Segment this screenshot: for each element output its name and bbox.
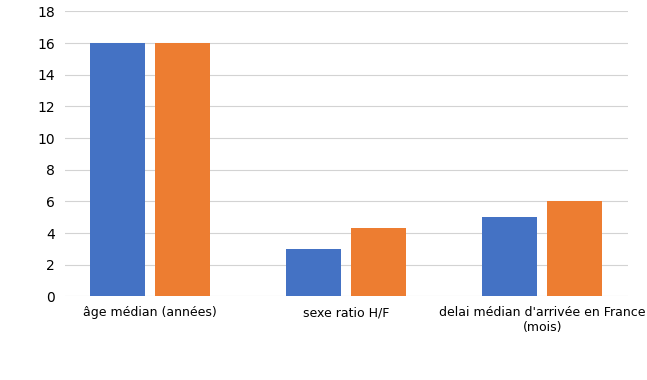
Bar (351, 228, 406, 296)
Bar (483, 217, 537, 296)
Bar (547, 201, 602, 296)
Bar (155, 43, 210, 296)
Bar (91, 43, 145, 296)
Bar (287, 249, 341, 296)
